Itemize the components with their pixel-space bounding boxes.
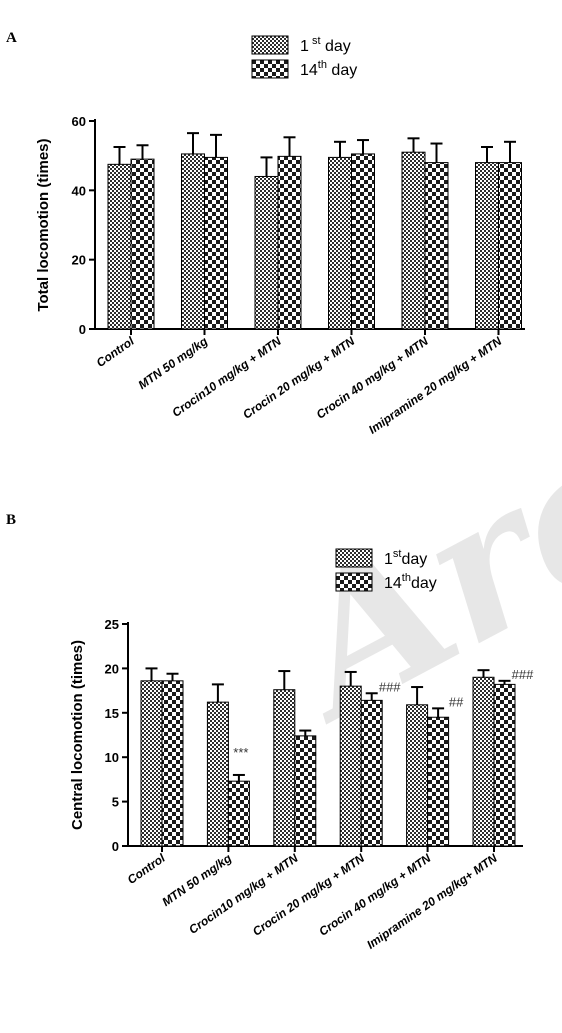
legend-label-base: 14 — [384, 575, 402, 592]
category-label: Control — [125, 851, 169, 887]
bar-day1 — [254, 175, 279, 330]
legend-label-suffix: day — [327, 62, 357, 79]
category-label: Crocin 20 mg/kg + MTN — [250, 851, 367, 939]
bar-day1 — [273, 689, 296, 847]
legend-swatch — [335, 548, 373, 568]
legend-label-base: 14 — [300, 62, 318, 79]
y-tick-label: 25 — [105, 617, 119, 632]
legend-label-suffix: day — [321, 38, 351, 55]
significance-marker: ### — [512, 667, 534, 682]
bar-day14 — [427, 716, 450, 847]
legend-label: 14thday — [384, 572, 437, 592]
bar-day14 — [493, 683, 516, 847]
bar-day1 — [472, 676, 495, 847]
y-tick-label: 10 — [105, 750, 119, 765]
y-tick-label: 0 — [112, 839, 119, 854]
y-tick-label: 15 — [105, 706, 119, 721]
legend-label-superscript: st — [393, 548, 402, 560]
category-label: MTN 50 mg/kg — [136, 334, 211, 393]
bar-day1 — [140, 680, 163, 847]
bar-day1 — [401, 151, 426, 330]
legend-label-base: 1 — [300, 38, 309, 55]
bar-day14 — [227, 780, 250, 847]
bar-day14 — [360, 699, 383, 847]
legend-label-base: 1 — [384, 551, 393, 568]
legend-label: 1 st day — [300, 35, 351, 55]
legend-label-superscript: th — [402, 572, 411, 584]
panel-a-letter: A — [6, 30, 17, 46]
y-tick-label: 20 — [105, 661, 119, 676]
category-label: Crocin 40 mg/kg + MTN — [316, 851, 433, 939]
panel-b-letter: B — [6, 512, 16, 528]
legend-swatch — [251, 35, 289, 55]
y-tick-label: 0 — [79, 322, 86, 337]
y-tick-label: 20 — [72, 253, 86, 268]
category-label: Control — [94, 334, 138, 370]
bar-day1 — [406, 704, 429, 847]
bar-day14 — [277, 155, 302, 330]
bar-day14 — [130, 158, 155, 330]
bar-day1 — [328, 156, 352, 330]
bar-day14 — [424, 162, 449, 330]
legend-swatch — [251, 59, 289, 79]
y-tick-label: 40 — [72, 183, 86, 198]
bar-day1 — [206, 701, 229, 847]
bar-day14 — [204, 156, 228, 330]
legend-label-superscript: th — [318, 59, 327, 71]
bar-day14 — [161, 680, 184, 847]
chart-total-locomotion: 0 20 40 60 Total locomotion (times) ControlMT… — [35, 35, 525, 437]
bar-day14 — [498, 162, 522, 330]
significance-marker: *** — [233, 745, 248, 760]
legend-label: 14th day — [300, 59, 357, 79]
significance-marker: ## — [449, 694, 464, 709]
category-label: Crocin10 mg/kg + MTN — [186, 851, 301, 937]
legend-label-suffix: day — [401, 551, 427, 568]
legend-label-suffix: day — [411, 575, 437, 592]
bar-day1 — [339, 685, 362, 847]
legend-label: 1stday — [384, 548, 427, 568]
legend-label-superscript: st — [309, 35, 321, 47]
bar-day14 — [294, 735, 317, 847]
category-label: Imipramine 20 mg/kg+ MTN — [364, 851, 500, 952]
y-axis-title: Total locomotion (times) — [35, 138, 52, 311]
category-label: Imipramine 20 mg/kg + MTN — [366, 334, 505, 437]
y-tick-label: 60 — [72, 114, 86, 129]
bar-day1 — [107, 163, 132, 330]
y-axis-title: Central locomotion (times) — [69, 640, 86, 830]
significance-marker: ### — [379, 679, 401, 694]
bar-day1 — [181, 153, 205, 330]
legend-swatch — [335, 572, 373, 592]
y-tick-label: 5 — [112, 795, 119, 810]
bar-day1 — [475, 162, 499, 330]
bar-day14 — [351, 153, 375, 330]
